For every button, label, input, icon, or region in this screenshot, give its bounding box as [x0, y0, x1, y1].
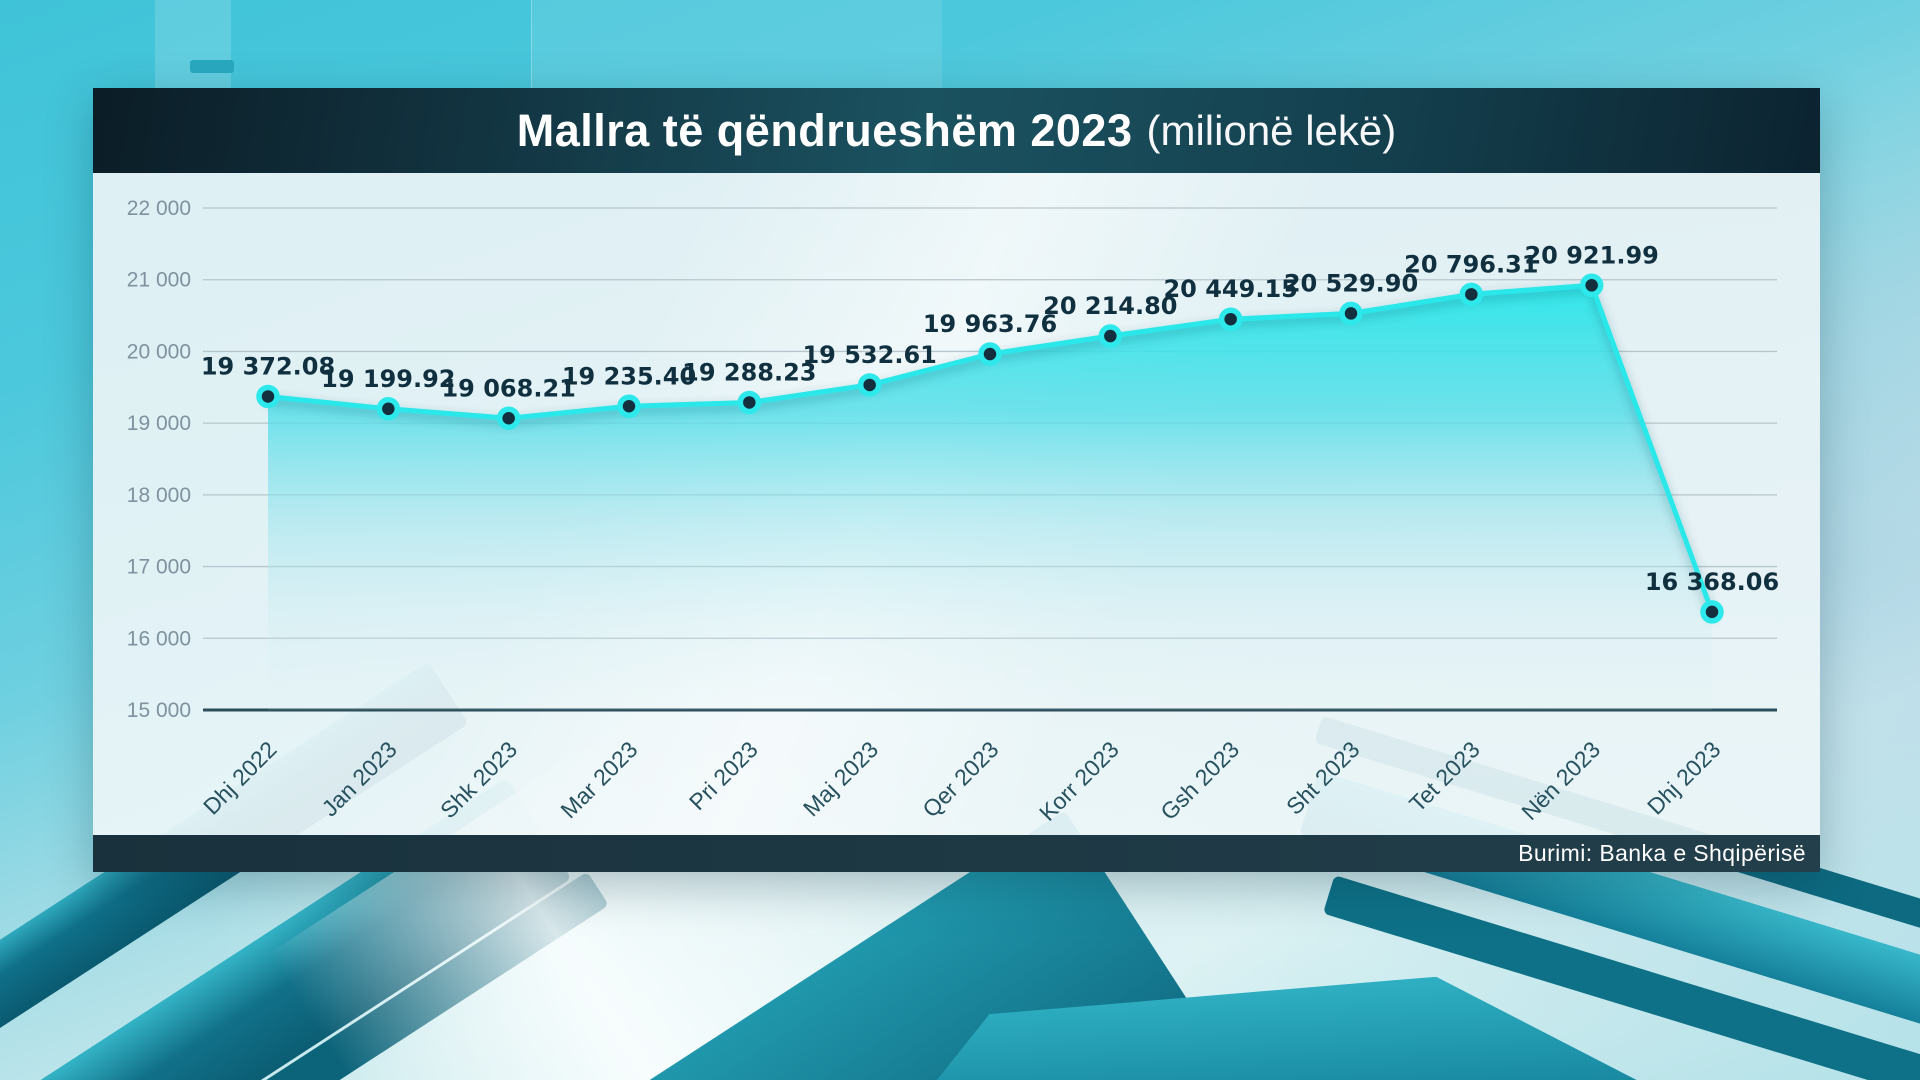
chart-card: Mallra të qëndrueshëm 2023 (milionë lekë…: [93, 88, 1820, 872]
data-point-label: 20 529.90: [1284, 269, 1418, 297]
data-point-label: 20 921.99: [1524, 241, 1658, 269]
x-tick-label: Dhj 2023: [1642, 736, 1725, 819]
data-point-label: 19 199.92: [321, 365, 455, 393]
data-point-marker: [496, 406, 521, 431]
data-point-label: 20 796.31: [1404, 250, 1538, 278]
x-tick-label: Mar 2023: [555, 736, 642, 823]
y-tick-label: 19 000: [127, 412, 191, 435]
y-tick-label: 16 000: [127, 627, 191, 650]
decorative-teal-notch: [190, 60, 234, 73]
decorative-glass-band: [155, 0, 231, 88]
data-point-marker: [1579, 273, 1604, 298]
x-tick-label: Tet 2023: [1404, 736, 1485, 817]
x-tick-label: Jan 2023: [317, 736, 402, 821]
chart-title-bar: Mallra të qëndrueshëm 2023 (milionë lekë…: [93, 88, 1820, 173]
y-tick-label: 21 000: [127, 269, 191, 292]
area-fill: [268, 285, 1712, 710]
data-point-label: 19 235.40: [562, 362, 696, 390]
data-point-label: 19 288.23: [682, 358, 816, 386]
chart-svg: 15 000 16 000 17 000 18 000 19 000 20 000 21 0…: [127, 197, 1779, 826]
data-point-label: 19 372.08: [201, 352, 335, 380]
x-tick-label: Sht 2023: [1281, 736, 1365, 820]
data-point-marker: [256, 384, 280, 409]
data-point-label: 19 532.61: [802, 341, 936, 369]
data-point-label: 20 214.80: [1043, 292, 1177, 320]
x-tick-label: Korr 2023: [1034, 736, 1124, 826]
chart-panel: 15 000 16 000 17 000 18 000 19 000 20 000 21 0…: [93, 173, 1820, 835]
data-point-marker: [978, 342, 1002, 366]
data-point-marker: [1218, 307, 1243, 331]
x-tick-label: Qer 2023: [917, 736, 1003, 822]
data-point-marker: [1098, 324, 1123, 348]
data-point-label: 19 068.21: [441, 374, 575, 402]
x-tick-label: Maj 2023: [798, 736, 883, 821]
x-tick-label: Gsh 2023: [1155, 736, 1244, 825]
y-tick-label: 20 000: [127, 340, 191, 363]
y-tick-label: 22 000: [127, 197, 191, 220]
x-tick-label: Shk 2023: [435, 736, 522, 823]
y-tick-label: 17 000: [127, 556, 191, 579]
data-point-marker: [1459, 282, 1484, 307]
y-tick-label: 18 000: [127, 484, 191, 507]
data-point-marker: [1700, 600, 1724, 624]
y-tick-label: 15 000: [127, 699, 191, 722]
source-bar: Burimi: Banka e Shqipërisë: [93, 835, 1820, 872]
chart-title: Mallra të qëndrueshëm 2023: [516, 104, 1133, 156]
source-text: Burimi: Banka e Shqipërisë: [1518, 840, 1806, 866]
data-point-marker: [617, 394, 641, 419]
chart-title-unit: (milionë lekë): [1146, 106, 1397, 154]
data-point-label: 19 963.76: [923, 310, 1057, 338]
data-point-marker: [1339, 301, 1363, 326]
data-point-marker: [376, 397, 401, 421]
data-point-marker: [857, 373, 882, 397]
data-point-label: 16 368.06: [1645, 568, 1779, 596]
x-tick-label: Pri 2023: [684, 736, 763, 815]
data-point-marker: [737, 390, 762, 415]
x-tick-label: Nën 2023: [1516, 736, 1605, 825]
decorative-glass-band: [531, 0, 942, 88]
x-tick-label: Dhj 2022: [198, 736, 281, 819]
data-point-label: 20 449.15: [1163, 275, 1297, 303]
